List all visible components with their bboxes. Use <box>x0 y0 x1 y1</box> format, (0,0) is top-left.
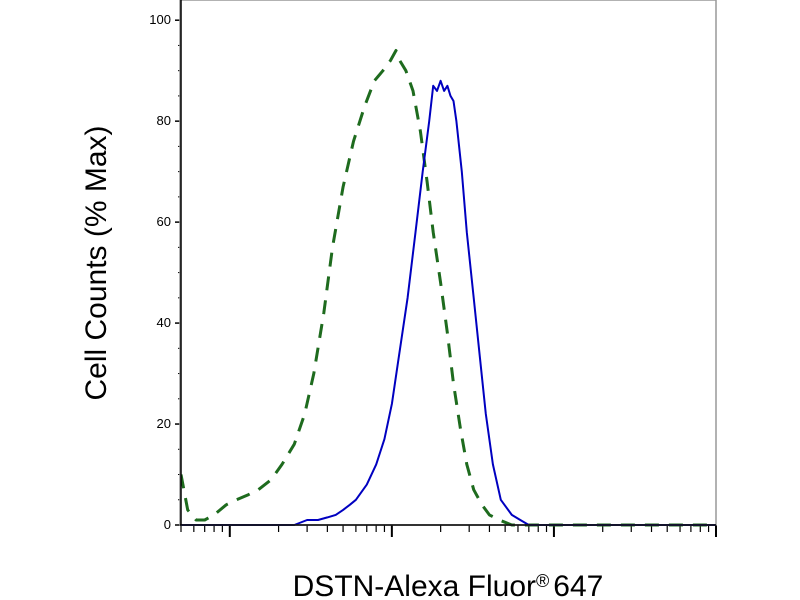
y-tick-label: 60 <box>157 214 171 229</box>
y-tick-label: 80 <box>157 113 171 128</box>
x-axis-title-main: DSTN-Alexa Fluor <box>293 570 536 600</box>
series-layer <box>179 49 716 527</box>
y-tick-label: 40 <box>157 315 171 330</box>
y-tick-label: 100 <box>149 12 171 27</box>
solid-series-line <box>181 79 716 526</box>
x-axis-title-suffix: 647 <box>553 570 603 600</box>
x-axis-title-mark: ® <box>536 571 549 591</box>
x-axis-title: DSTN-Alexa Fluor® 647 <box>293 570 604 600</box>
y-tick-label: 20 <box>157 416 171 431</box>
y-axis-title: Cell Counts (% Max) <box>80 125 113 400</box>
y-tick-label: 0 <box>164 517 171 532</box>
y-axis: 0 20 40 60 80 100 <box>149 12 181 532</box>
x-axis <box>180 525 717 537</box>
dashed-series-line <box>179 49 716 527</box>
